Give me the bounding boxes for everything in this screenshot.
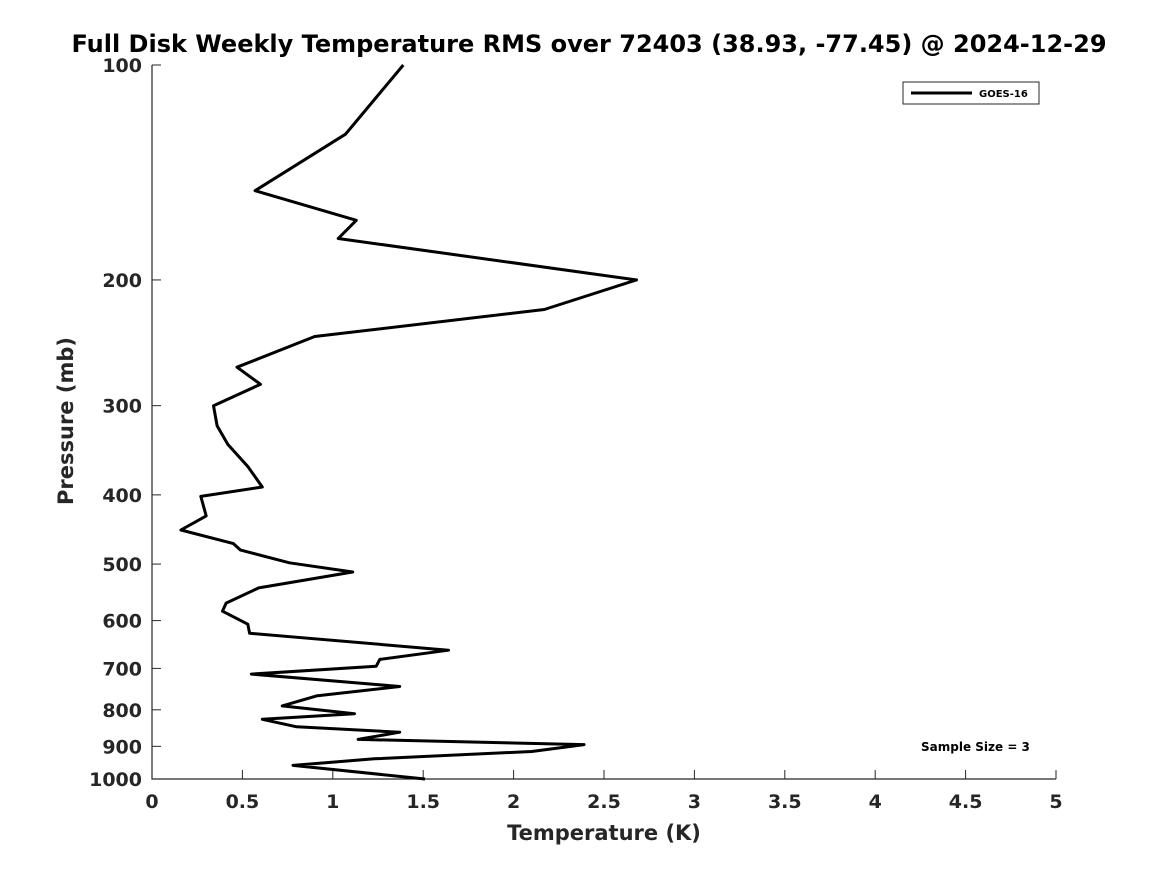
y-tick-label: 800: [102, 700, 142, 722]
series-layer: [179, 64, 638, 781]
sample-size-annotation: Sample Size = 3: [921, 740, 1030, 754]
x-tick-label: 2.5: [587, 791, 621, 813]
legend-label: GOES-16: [979, 89, 1028, 100]
y-axis-title: Pressure (mb): [54, 337, 78, 505]
x-tick-label: 0: [145, 791, 158, 813]
series-line-goes-16: [179, 64, 638, 781]
y-tick-label: 1000: [89, 769, 142, 791]
y-tick-label: 500: [102, 554, 142, 576]
y-tick-label: 100: [102, 55, 142, 77]
y-tick-label: 400: [102, 485, 142, 507]
x-tick-label: 3.5: [768, 791, 802, 813]
y-tick-label: 600: [102, 611, 142, 633]
x-tick-label: 1: [326, 791, 339, 813]
y-axis: 100 200 300 400 500 600 700 800 900 1000: [89, 55, 161, 791]
x-tick-label: 0.5: [226, 791, 260, 813]
y-tick-label: 300: [102, 396, 142, 418]
x-tick-label: 4.5: [949, 791, 983, 813]
x-axis-title: Temperature (K): [507, 821, 701, 845]
x-axis: 0 0.5 1 1.5 2 2.5 3 3.5 4 4.5 5: [145, 770, 1063, 813]
x-tick-label: 1.5: [406, 791, 440, 813]
x-tick-label: 4: [869, 791, 882, 813]
y-tick-label: 200: [102, 270, 142, 292]
x-tick-label: 3: [688, 791, 701, 813]
plot-area: 0 0.5 1 1.5 2 2.5 3 3.5 4 4.5 5 100 200 300 400 500 600…: [89, 55, 1063, 813]
x-tick-label: 2: [507, 791, 520, 813]
legend: GOES-16: [902, 81, 1040, 105]
y-tick-label: 900: [102, 736, 142, 758]
chart-title: Full Disk Weekly Temperature RMS over 72…: [71, 30, 1106, 58]
y-tick-label: 700: [102, 658, 142, 680]
x-tick-label: 5: [1049, 791, 1062, 813]
